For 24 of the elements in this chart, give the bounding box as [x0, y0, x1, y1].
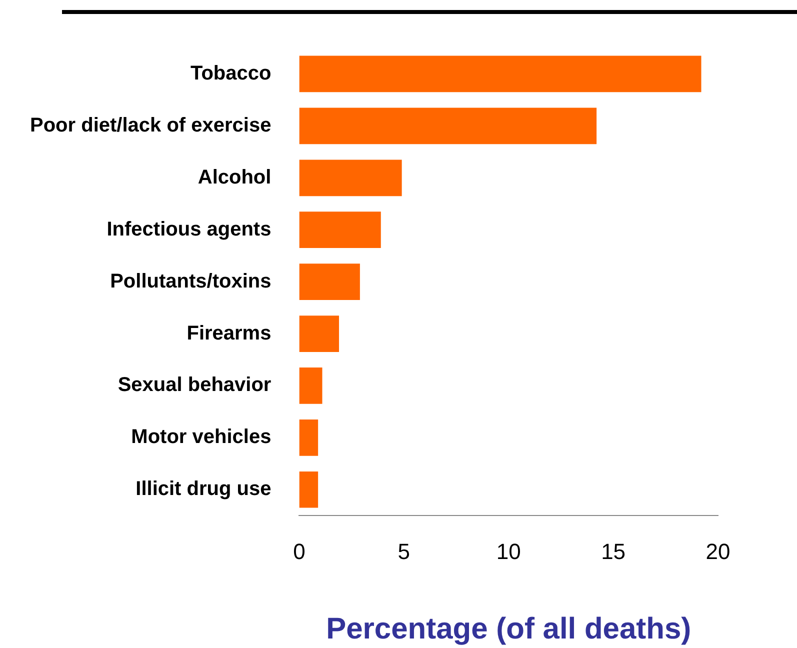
- bar: [299, 160, 402, 196]
- bar: [299, 108, 597, 144]
- y-tick-label: Alcohol: [198, 166, 272, 188]
- bar: [299, 264, 360, 300]
- x-axis-title: Percentage (of all deaths): [326, 612, 692, 646]
- x-tick-label: 5: [398, 538, 410, 564]
- bar: [299, 471, 318, 508]
- bar: [299, 212, 381, 248]
- x-tick-label: 20: [706, 538, 730, 564]
- x-tick-label: 0: [293, 538, 306, 564]
- y-tick-label: Illicit drug use: [136, 478, 272, 500]
- x-tick-label: 10: [496, 538, 521, 564]
- y-tick-label: Firearms: [186, 322, 272, 344]
- bar: [299, 316, 340, 352]
- y-tick-label: Pollutants/toxins: [110, 270, 272, 292]
- bar: [299, 368, 322, 404]
- bar: [299, 419, 318, 456]
- bar: [299, 56, 702, 92]
- y-tick-label: Poor diet/lack of exercise: [30, 114, 272, 136]
- y-tick-label: Infectious agents: [106, 218, 272, 240]
- y-tick-label: Motor vehicles: [131, 426, 272, 448]
- y-tick-label: Tobacco: [190, 62, 272, 84]
- x-tick-label: 15: [601, 538, 626, 564]
- y-tick-label: Sexual behavior: [118, 374, 272, 396]
